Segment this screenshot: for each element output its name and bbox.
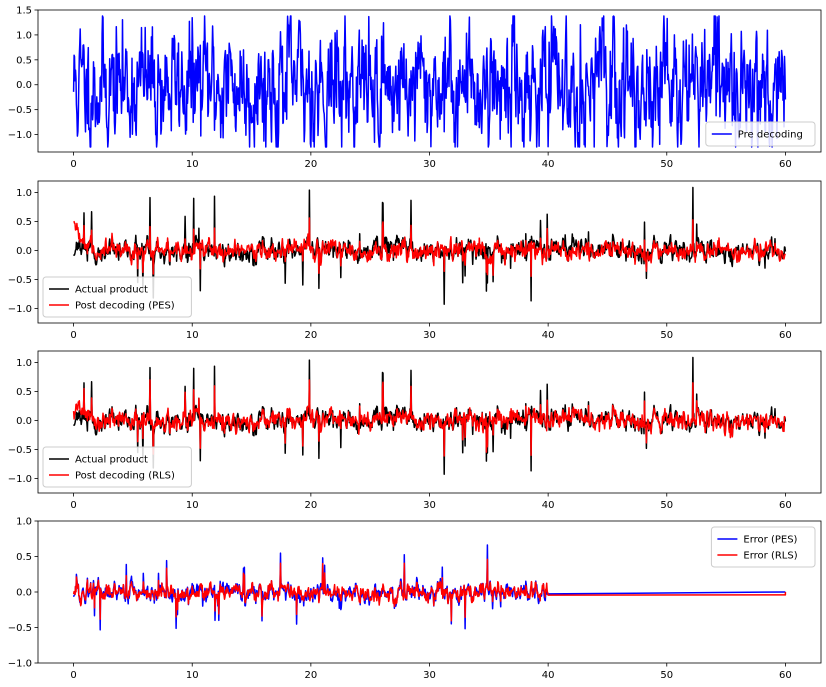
y-tick-label: 1.0 xyxy=(16,517,32,528)
y-tick-label: 0.5 xyxy=(16,55,32,66)
x-tick-label: 40 xyxy=(542,500,555,511)
subplot-4: 0 10 20 30 40 50 60 −1.0 −0.5 0.0 0.5 1.0 Error (PES… xyxy=(8,517,822,681)
y-tick-label: −0.5 xyxy=(8,275,32,286)
y-tick-label: 0.5 xyxy=(16,552,32,563)
x-tick-label: 50 xyxy=(660,159,673,170)
x-tick-label: 0 xyxy=(70,500,76,511)
y-tick-label: −0.5 xyxy=(8,105,32,116)
x-tick-label: 0 xyxy=(70,159,76,170)
x-tick-label: 60 xyxy=(779,500,792,511)
x-tick-label: 0 xyxy=(70,670,76,681)
series-line-4-1 xyxy=(72,544,786,631)
legend-box xyxy=(710,526,816,568)
legend: Actual product Post decoding (PES) xyxy=(42,276,192,318)
series-line-2-1 xyxy=(72,186,787,306)
legend-label: Actual product xyxy=(75,285,148,296)
x-tick-label: 30 xyxy=(423,159,436,170)
x-tick-label: 20 xyxy=(304,670,317,681)
x-tick-label: 40 xyxy=(542,159,555,170)
y-tick-label: 0.0 xyxy=(16,416,32,427)
legend-label: Pre decoding xyxy=(738,130,803,141)
x-tick-label: 30 xyxy=(423,500,436,511)
y-tick-label: 0.0 xyxy=(16,246,32,257)
subplot-1: 0 10 20 30 40 50 60 −1.0 −0.5 0.0 0.5 1.0 1.5 Pre dec… xyxy=(8,6,822,170)
y-tick-label: 0.0 xyxy=(16,588,32,599)
subplot-3: 0 10 20 30 40 50 60 −1.0 −0.5 0.0 0.5 1.0 Actual pro… xyxy=(8,350,822,511)
series-line-3-2 xyxy=(72,379,786,457)
y-tick-label: 1.0 xyxy=(16,30,32,41)
x-tick-label: 10 xyxy=(186,500,199,511)
x-tick-label: 20 xyxy=(304,500,317,511)
legend-label: Post decoding (RLS) xyxy=(75,471,175,482)
legend-label: Error (PES) xyxy=(743,535,797,546)
y-tick-label: 0.5 xyxy=(16,217,32,228)
x-tick-label: 50 xyxy=(660,500,673,511)
x-tick-label: 20 xyxy=(304,330,317,341)
x-tick-label: 10 xyxy=(186,670,199,681)
subplot-2: 0 10 20 30 40 50 60 −1.0 −0.5 0.0 0.5 1.0 Actual pro… xyxy=(8,180,822,341)
y-tick-label: 0.0 xyxy=(16,80,32,91)
y-tick-label: 1.0 xyxy=(16,358,32,369)
legend: Actual product Post decoding (RLS) xyxy=(42,446,192,488)
legend-label: Error (RLS) xyxy=(743,551,797,562)
legend-box xyxy=(705,121,816,147)
y-tick-label: −0.5 xyxy=(8,623,32,634)
x-tick-label: 20 xyxy=(304,159,317,170)
x-tick-label: 30 xyxy=(423,670,436,681)
y-tick-label: 1.5 xyxy=(16,6,32,17)
x-tick-label: 40 xyxy=(542,330,555,341)
y-tick-label: −1.0 xyxy=(8,130,32,141)
x-tick-label: 50 xyxy=(660,330,673,341)
y-tick-label: −1.0 xyxy=(8,659,32,670)
x-tick-label: 50 xyxy=(660,670,673,681)
series-line-4-2 xyxy=(72,558,787,622)
y-tick-label: 0.5 xyxy=(16,387,32,398)
x-tick-label: 10 xyxy=(186,330,199,341)
x-tick-label: 40 xyxy=(542,670,555,681)
series-line-2-2 xyxy=(73,217,787,278)
series-line-1-1 xyxy=(72,15,787,148)
legend-label: Actual product xyxy=(75,455,148,466)
x-tick-label: 60 xyxy=(779,330,792,341)
y-tick-label: −0.5 xyxy=(8,445,32,456)
x-tick-label: 60 xyxy=(779,670,792,681)
legend: Pre decoding xyxy=(705,121,816,147)
y-tick-label: −1.0 xyxy=(8,304,32,315)
x-tick-label: 60 xyxy=(779,159,792,170)
x-tick-label: 0 xyxy=(70,330,76,341)
legend-label: Post decoding (PES) xyxy=(75,301,175,312)
x-tick-label: 30 xyxy=(423,330,436,341)
y-tick-label: 1.0 xyxy=(16,188,32,199)
x-tick-label: 10 xyxy=(186,159,199,170)
legend: Error (PES) Error (RLS) xyxy=(710,526,816,568)
legend-box xyxy=(42,446,192,488)
y-tick-label: −1.0 xyxy=(8,474,32,485)
legend-box xyxy=(42,276,192,318)
